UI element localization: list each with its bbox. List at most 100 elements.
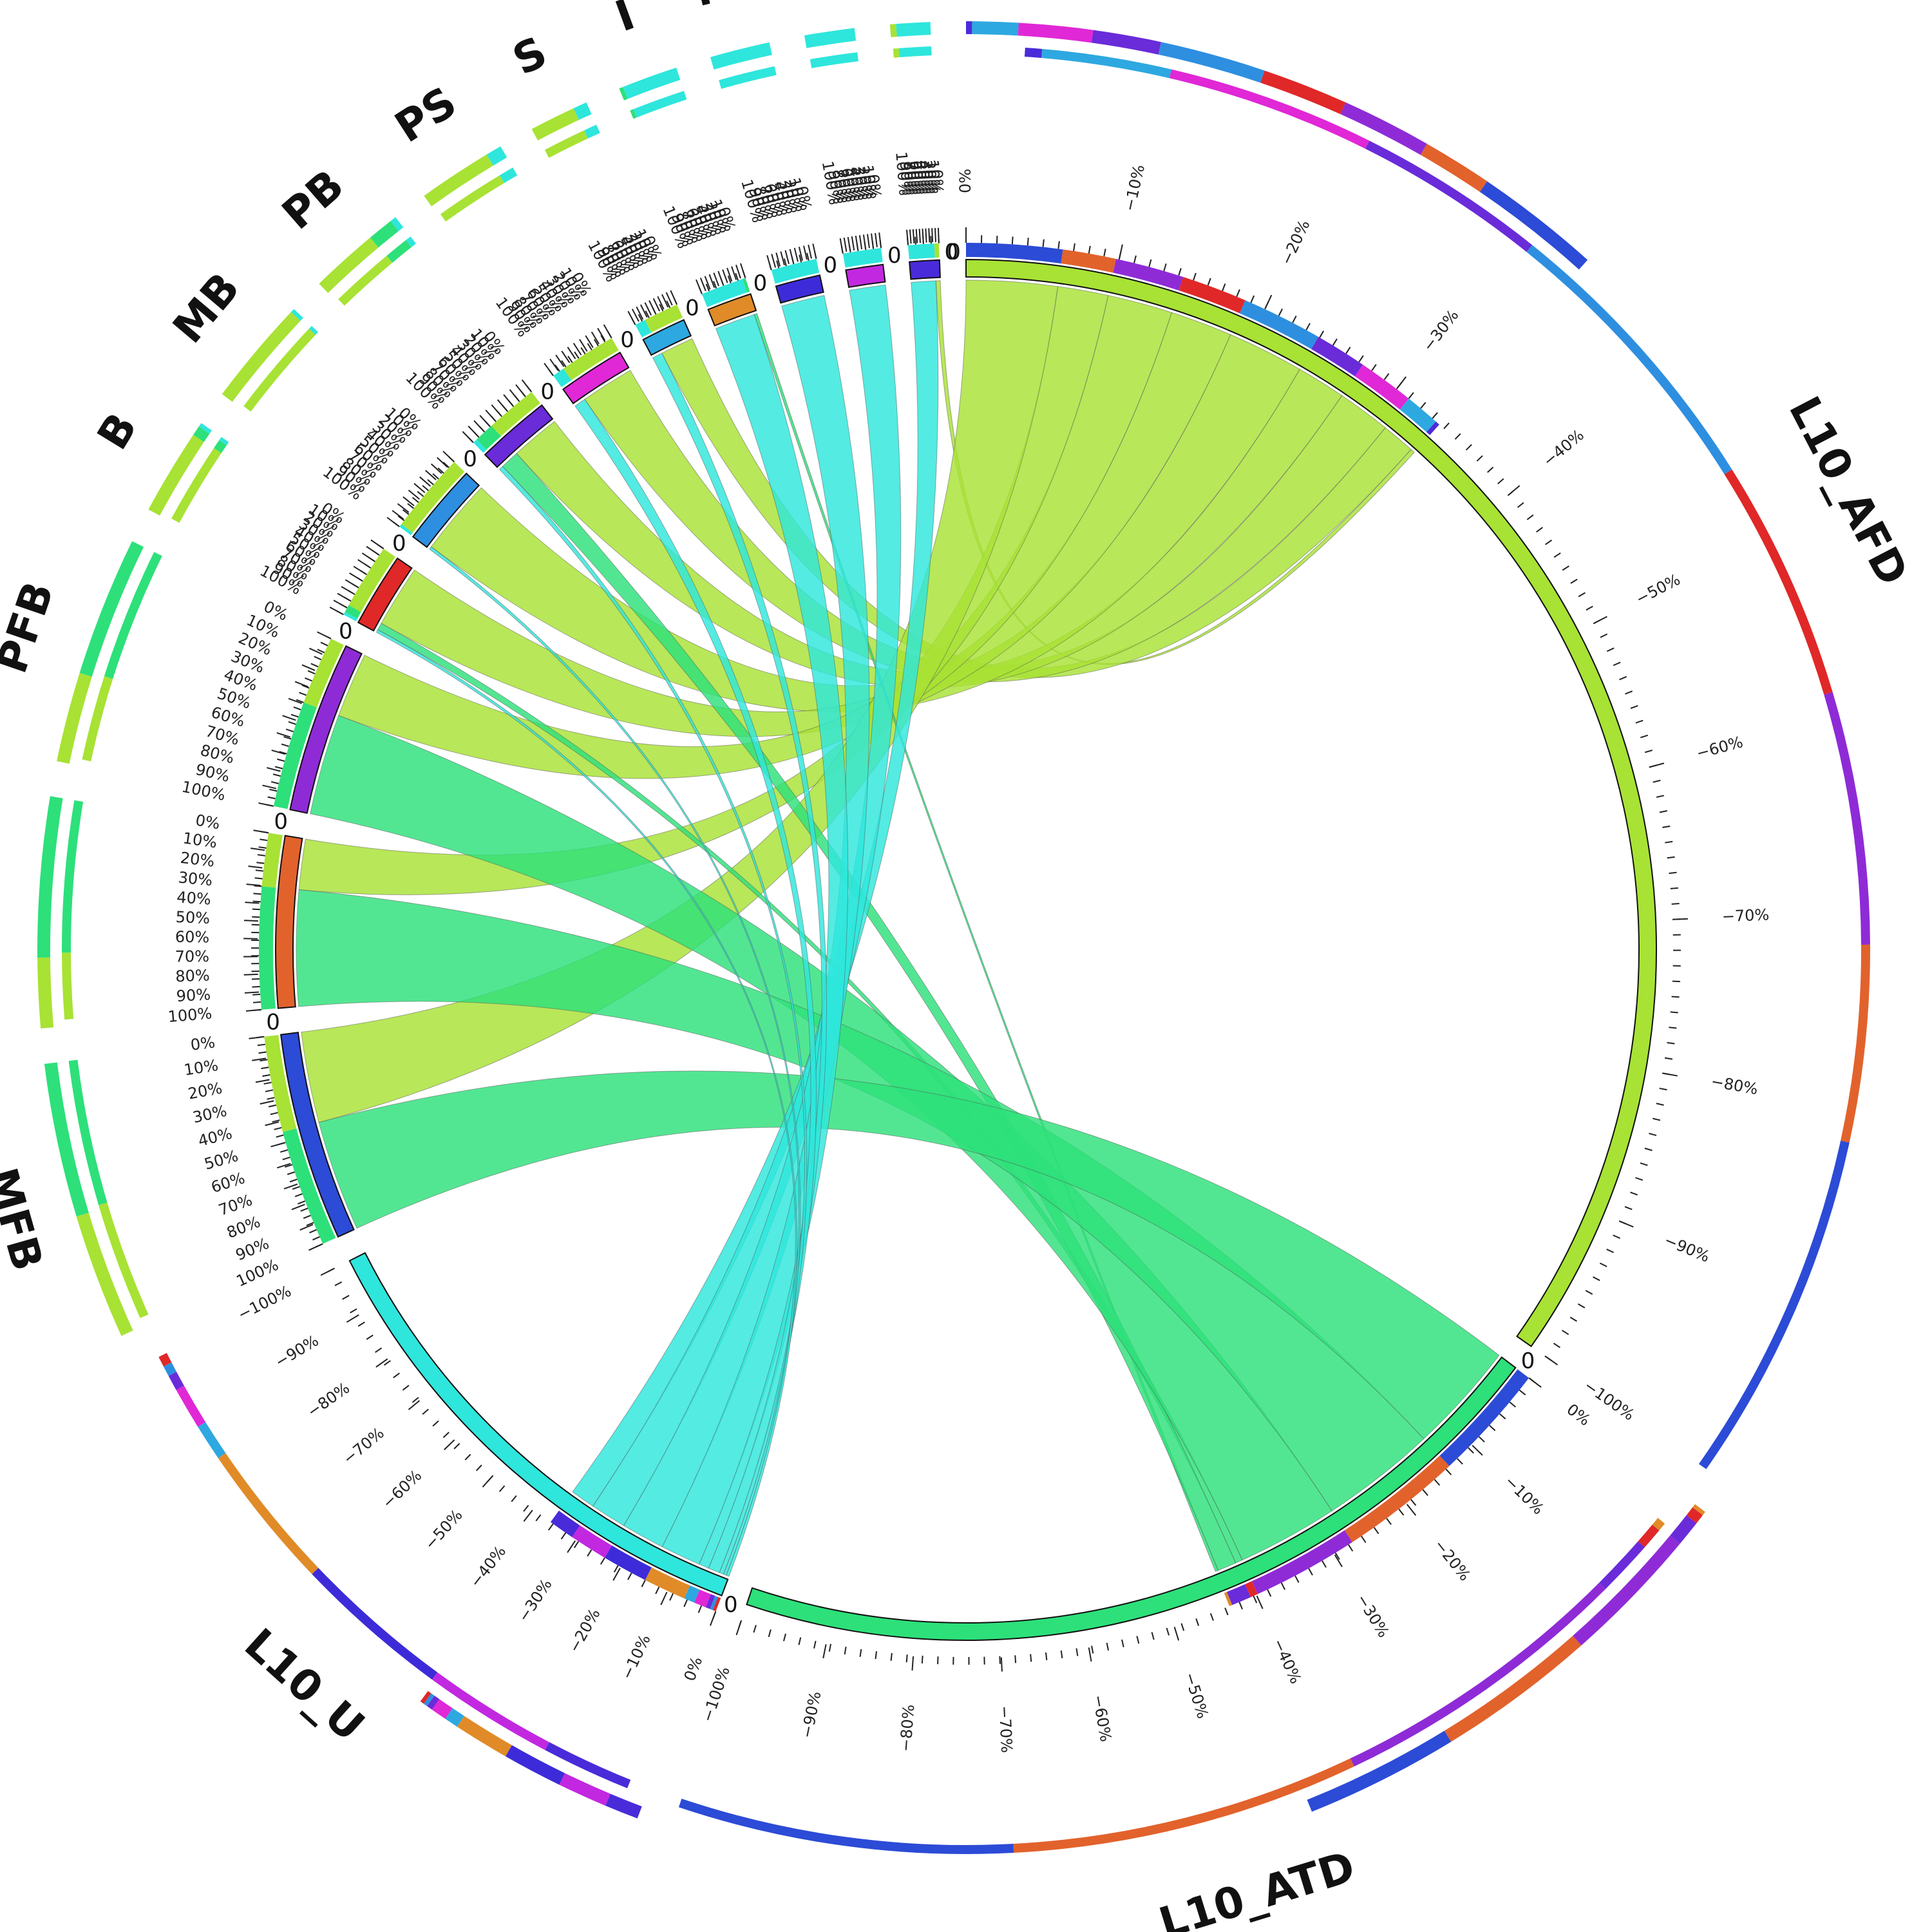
link-l10-u-s — [652, 352, 827, 1569]
inner-ring-l10-u-b — [158, 1352, 172, 1367]
segment-arc-mfb — [279, 1032, 355, 1238]
major-ticks-ms — [906, 227, 940, 244]
band-l10-u-mb — [710, 1596, 718, 1611]
inner-ring-b-l10-u — [219, 437, 229, 446]
inner-ring-l10-atd-mfb — [678, 1798, 1014, 1854]
band-l10-afd-pfb — [1113, 259, 1184, 290]
outer-ring-l10-afd-ms — [966, 21, 972, 35]
outer-ring-l10-u-pi — [559, 1773, 611, 1806]
segment-label-l10-atd: L10_ATD — [1153, 1842, 1360, 1932]
tick-label-fb-0: 100% — [167, 1004, 213, 1026]
segment-arc-pb — [484, 404, 554, 468]
tick-label-mfb-8: 20% — [187, 1079, 224, 1103]
tick-label-ms-9: 10% — [924, 159, 943, 194]
tick-label-l10-atd-5: −50% — [1180, 1671, 1211, 1721]
band-l10-atd-i — [1224, 1591, 1233, 1607]
band-pfb-l10-afd — [303, 638, 344, 708]
tick-label-mfb-6: 40% — [196, 1124, 234, 1150]
tick-label-fb-5: 50% — [175, 908, 210, 927]
tick-label-l10-u-9: −90% — [272, 1331, 321, 1371]
outer-ring-l10-u-b — [420, 1690, 431, 1704]
band-mb-l10-afd — [401, 462, 465, 533]
outer-ring-pb-l10-u — [390, 217, 404, 231]
outer-ring-l10-atd-pb — [1670, 1515, 1697, 1544]
inner-ring-mfb-l10-atd — [68, 1059, 108, 1206]
inner-ring-l10-atd-pb — [1599, 1541, 1645, 1589]
inner-ring-fb-l10-afd — [62, 952, 74, 1020]
segment-arc-ms — [909, 259, 941, 280]
tick-label-fb-1: 90% — [176, 985, 211, 1005]
tick-label-l10-atd-4: −40% — [1269, 1636, 1305, 1686]
tick-label-l10-afd-8: −80% — [1710, 1072, 1759, 1098]
zero-label-l10-atd: 0 — [1521, 1348, 1535, 1374]
band-pfb-l10-atd — [273, 702, 317, 810]
outer-ring-l10-afd-pb — [1091, 30, 1161, 55]
tick-label-fb-9: 10% — [182, 829, 218, 851]
segment-label-l10-u: L10_U — [235, 1619, 374, 1751]
inner-ring-b-l10-atd — [214, 440, 227, 453]
zero-label-fb: 0 — [274, 809, 288, 835]
band-l10-u-b — [712, 1596, 721, 1611]
segment-arc-b — [357, 557, 413, 632]
segment-label-mi: MI — [690, 0, 758, 16]
links-layer — [296, 279, 1500, 1577]
tick-label-l10-atd-2: −20% — [1430, 1536, 1474, 1584]
band-ms-l10-afd — [934, 243, 940, 258]
inner-ring-pi-l10-u — [810, 52, 858, 68]
band-l10-atd-b — [1245, 1581, 1258, 1598]
outer-ring-mfb-l10-atd — [44, 1062, 89, 1217]
inner-ring-l10-afd-s — [1041, 48, 1172, 79]
zero-label-i: 0 — [753, 270, 768, 296]
zero-label-ms: 0 — [945, 240, 959, 265]
tick-label-ms-7: 30% — [917, 160, 937, 195]
tick-label-fb-7: 30% — [178, 868, 214, 889]
band-l10-u-pb — [705, 1594, 715, 1609]
inner-ring-pfb-l10-atd — [104, 552, 162, 679]
tick-label-l10-atd-9: −90% — [798, 1690, 825, 1740]
band-l10-atd-mfb — [1439, 1369, 1530, 1466]
outer-ring-l10-u-s — [445, 1708, 464, 1727]
tick-label-ms-0: 100% — [892, 151, 914, 196]
major-ticks-mi — [766, 243, 817, 269]
segment-label-s: S — [506, 27, 554, 85]
inner-ring-l10-atd-pfb — [1350, 1582, 1606, 1767]
outer-ring-ms-l10-afd — [889, 24, 897, 37]
zero-label-mfb: 0 — [266, 1010, 280, 1036]
outer-ring-l10-u-i — [457, 1716, 512, 1757]
band-l10-afd-b — [1179, 277, 1245, 314]
tick-label-l10-afd-3: −30% — [1419, 307, 1463, 355]
inner-ring-l10-atd-fb — [1013, 1758, 1354, 1853]
tick-label-l10-afd-7: −70% — [1721, 905, 1770, 925]
band-l10-afd-mb — [1239, 300, 1319, 350]
inner-ring-l10-afd-fb — [1841, 944, 1870, 1143]
tick-label-l10-atd-0: 0% — [1563, 1400, 1593, 1429]
inner-ring-l10-afd-mb — [1526, 245, 1732, 475]
tick-label-l10-atd-7: −70% — [996, 1705, 1016, 1754]
outer-ring-fb-l10-afd — [37, 957, 54, 1028]
tick-label-l10-u-7: −70% — [339, 1424, 387, 1468]
segments-layer — [258, 243, 1658, 1641]
band-l10-u-pi — [572, 1525, 612, 1558]
band-b-l10-atd — [345, 605, 361, 619]
inner-ring-pb-l10-u — [406, 236, 416, 247]
zero-label-pfb: 0 — [339, 618, 353, 644]
band-i-l10-u — [701, 279, 747, 307]
major-ticks-l10-atd — [735, 1378, 1542, 1672]
inner-ring-mb-l10-afd — [243, 328, 316, 412]
segment-label-pb: PB — [273, 160, 354, 240]
outer-ring-mfb-l10-afd — [76, 1213, 133, 1336]
segment-label-mb: MB — [164, 263, 250, 352]
band-fb-l10-afd — [261, 833, 283, 888]
tick-label-ms-3: 70% — [903, 160, 923, 196]
segment-arc-l10-u — [348, 1252, 729, 1596]
outer-ring-l10-atd-fb — [1444, 1636, 1582, 1742]
band-l10-afd-mfb — [966, 243, 1063, 264]
inner-ring-l10-afd-b — [1724, 469, 1833, 695]
zero-label-ps: 0 — [620, 327, 634, 353]
segment-label-mfb: MFB — [0, 1162, 52, 1276]
inner-ring-i-l10-u — [633, 91, 687, 118]
outer-ring-l10-afd-mb — [1158, 42, 1265, 83]
outer-ring-pfb-l10-afd — [57, 672, 92, 764]
outer-ring-l10-afd-fb — [1420, 144, 1488, 193]
tick-label-ms-6: 40% — [913, 160, 933, 195]
